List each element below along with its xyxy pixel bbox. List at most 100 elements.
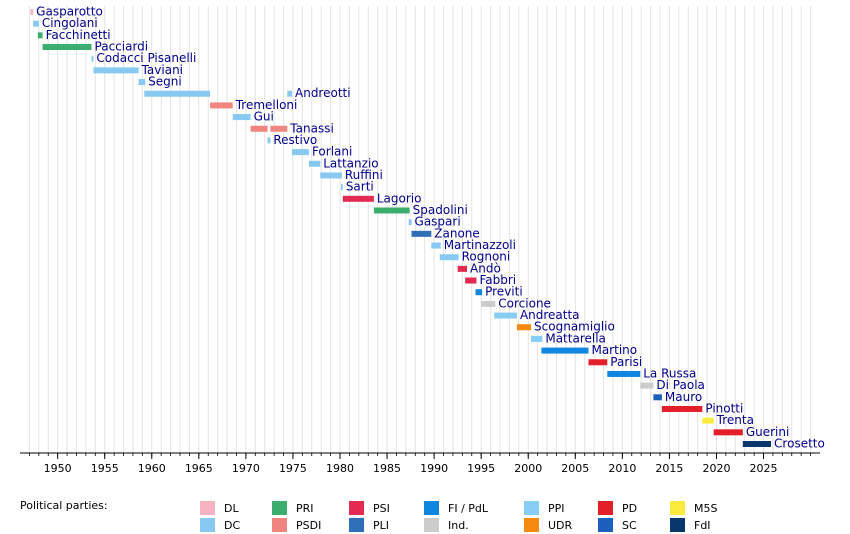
term-bar [742, 441, 772, 447]
minister-name: Mauro [665, 390, 702, 404]
legend-label: M5S [694, 502, 717, 515]
legend-swatch [200, 518, 215, 532]
legend-label: DL [224, 502, 239, 515]
minister-name: Segni [148, 75, 182, 89]
minister-name: Facchinetti [46, 28, 111, 42]
x-tick-label: 2005 [561, 462, 589, 475]
term-bar [270, 125, 288, 132]
x-tick-label: 1970 [232, 462, 260, 475]
legend-label: Ind. [448, 519, 469, 532]
minister-name: Codacci Pisanelli [96, 51, 196, 65]
legend-swatch [349, 518, 364, 532]
legend-label: UDR [548, 519, 573, 532]
minister-name: La Russa [643, 366, 696, 380]
legend-label: SC [622, 519, 637, 532]
term-bar [308, 160, 321, 167]
minister-name: Pinotti [705, 401, 743, 415]
term-bar [342, 195, 374, 202]
legend-label: PSDI [296, 519, 321, 532]
legend-title: Political parties: [20, 499, 108, 512]
term-bar [457, 265, 468, 272]
minister-name: Martino [591, 343, 637, 357]
x-tick-label: 1960 [138, 462, 166, 475]
x-tick-label: 2000 [514, 462, 542, 475]
minister-name: Cingolani [42, 16, 98, 30]
legend-label: PD [622, 502, 637, 515]
term-bar [93, 67, 139, 74]
legend-label: DC [224, 519, 240, 532]
minister-name: Gui [254, 110, 274, 124]
term-bar [607, 370, 641, 377]
minister-name: Lagorio [377, 191, 422, 205]
minister-name: Andreotti [295, 86, 351, 100]
x-tick-label: 1975 [279, 462, 307, 475]
x-tick-label: 1965 [185, 462, 213, 475]
term-bar [475, 289, 483, 296]
legend-swatch [524, 518, 539, 532]
term-bar [292, 149, 309, 156]
term-bar [373, 207, 410, 214]
minister-name: Previti [485, 285, 523, 299]
minister-name: Tanassi [289, 121, 334, 135]
minister-name: Rognoni [462, 250, 511, 264]
legend-swatch [272, 501, 287, 515]
x-tick-label: 1950 [44, 462, 72, 475]
legend-swatch [670, 518, 685, 532]
legend-label: PPI [548, 502, 565, 515]
term-bar [340, 184, 343, 191]
term-bar [661, 405, 703, 412]
x-tick-label: 1980 [326, 462, 354, 475]
x-tick-label: 2025 [750, 462, 778, 475]
term-bar [30, 9, 34, 15]
term-bar [144, 90, 211, 97]
minister-name: Fabbri [479, 273, 516, 287]
minister-name: Spadolini [413, 203, 468, 217]
term-bar [232, 114, 251, 121]
legend-label: FdI [694, 519, 711, 532]
minister-name: Restivo [273, 133, 317, 147]
term-bar [138, 79, 146, 86]
legend-swatch [670, 501, 685, 515]
minister-name: Trenta [716, 413, 754, 427]
term-bar [588, 359, 608, 366]
minister-name: Lattanzio [323, 156, 378, 170]
x-tick-label: 1995 [467, 462, 495, 475]
minister-name: Corcione [498, 296, 551, 310]
minister-name: Taviani [141, 63, 183, 77]
legend-swatch [349, 501, 364, 515]
minister-name: Ruffini [345, 168, 383, 182]
legend-label: FI / PdL [448, 502, 489, 515]
legend-swatch [424, 518, 439, 532]
minister-name: Gaspari [415, 215, 461, 229]
term-bar [481, 300, 496, 307]
term-bar [210, 102, 233, 109]
term-bar [320, 172, 342, 179]
term-bar [42, 44, 92, 51]
term-bar [408, 219, 412, 226]
term-bar [33, 20, 39, 27]
term-bar [541, 347, 589, 354]
legend-swatch [200, 501, 215, 515]
legend-swatch [524, 501, 539, 515]
term-bar [465, 277, 477, 284]
legend-swatch [424, 501, 439, 515]
x-tick-label: 1955 [91, 462, 119, 475]
term-bar [37, 32, 43, 39]
term-bar [702, 417, 714, 424]
minister-name: Scognamiglio [534, 320, 615, 334]
term-bar [531, 335, 543, 342]
term-bar [516, 324, 532, 331]
term-bar [411, 230, 432, 237]
minister-name: Andò [470, 261, 501, 275]
term-bar [91, 55, 94, 62]
term-bar [494, 312, 517, 319]
legend-swatch [598, 501, 613, 515]
term-bar [431, 242, 441, 249]
x-tick-label: 2015 [655, 462, 683, 475]
legend-label: PRI [296, 502, 314, 515]
legend-label: PLI [373, 519, 389, 532]
minister-name: Crosetto [774, 437, 825, 451]
x-tick-label: 1990 [420, 462, 448, 475]
minister-name: Andreatta [520, 308, 580, 322]
